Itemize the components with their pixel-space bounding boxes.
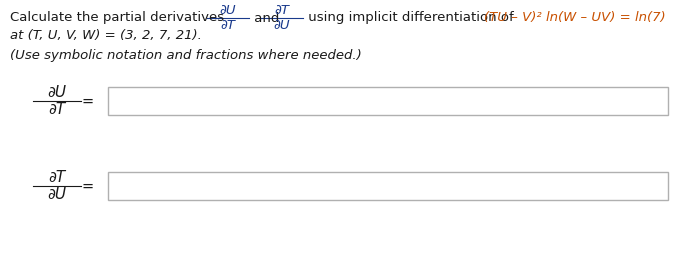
Text: ∂U: ∂U [274,19,290,32]
Text: (TU – V)² ln(W – UV) = ln(7): (TU – V)² ln(W – UV) = ln(7) [484,11,666,24]
Text: ∂U: ∂U [47,85,66,99]
Text: ∂T: ∂T [49,102,66,118]
Text: and: and [250,11,284,24]
Bar [108,87,668,115]
Text: ∂U: ∂U [47,188,66,202]
Bar [108,172,668,200]
Text: ∂T: ∂T [49,169,66,185]
Text: Calculate the partial derivatives: Calculate the partial derivatives [10,11,228,24]
Text: using implicit differentiation of: using implicit differentiation of [304,11,518,24]
Text: ∂U: ∂U [220,4,236,17]
Text: ∂T: ∂T [221,19,236,32]
Text: at (T, U, V, W) = (3, 2, 7, 21).: at (T, U, V, W) = (3, 2, 7, 21). [10,30,202,43]
Text: =: = [82,178,94,193]
Text: ∂T: ∂T [275,4,290,17]
Text: =: = [82,94,94,109]
Text: (Use symbolic notation and fractions where needed.): (Use symbolic notation and fractions whe… [10,49,362,63]
